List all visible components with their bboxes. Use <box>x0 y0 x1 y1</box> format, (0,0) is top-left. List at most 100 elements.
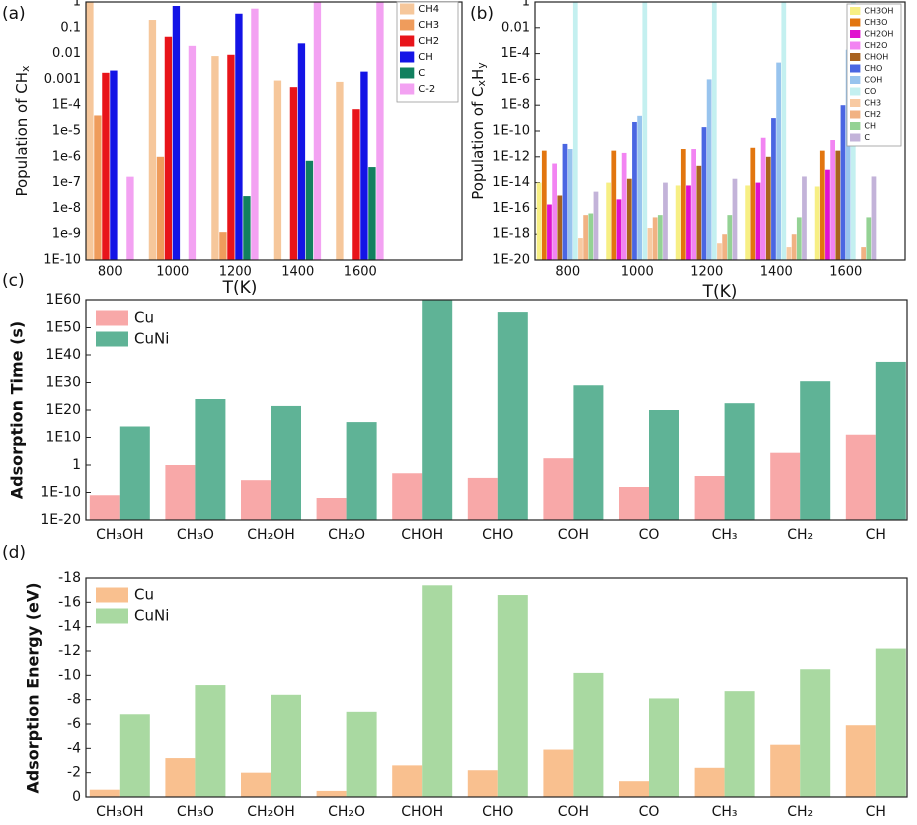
bar <box>800 381 831 520</box>
bar <box>760 137 766 260</box>
y-tick-label: 1E10 <box>45 430 81 446</box>
legend-label: CH4 <box>418 4 439 15</box>
y-tick-label: -8 <box>67 692 81 708</box>
bar <box>696 165 702 260</box>
x-tick-label: 1400 <box>760 265 793 280</box>
x-tick-label: 1200 <box>690 265 723 280</box>
y-tick-label: 0.01 <box>52 46 81 61</box>
x-axis-label: T(K) <box>222 278 258 298</box>
bar <box>541 150 547 260</box>
y-axis-label-part: Population of C <box>469 87 487 200</box>
legend-label: CH3O <box>864 18 887 27</box>
legend-label: CHO <box>864 64 882 73</box>
legend-label: Cu <box>134 586 154 604</box>
panel: (d) 0 -2 -4 -6 -8 -10 -12 -14 -16 -18 CH₃OH CH₃O CH₂O… <box>2 543 908 820</box>
bar <box>819 150 825 260</box>
y-tick-label: 1E30 <box>45 375 81 391</box>
x-tick-label: 800 <box>98 265 123 280</box>
bar <box>573 385 604 520</box>
bar <box>781 2 787 260</box>
x-tick-label: CH₃OH <box>96 527 143 543</box>
legend-swatch <box>96 608 128 624</box>
bar <box>802 176 807 260</box>
x-tick-label: CH₂OH <box>247 527 294 543</box>
x-tick-label: CH₃ <box>712 804 738 820</box>
legend-swatch <box>96 587 128 603</box>
bar <box>119 426 150 520</box>
bar <box>110 70 118 261</box>
panel-label: (c) <box>2 271 25 291</box>
bar <box>467 770 498 797</box>
x-tick-label: COH <box>558 804 589 820</box>
bar <box>745 185 751 260</box>
bar <box>875 361 906 520</box>
legend-swatch <box>850 53 861 61</box>
bar <box>845 725 876 797</box>
y-tick-label: 0.1 <box>60 20 81 35</box>
legend-label: CuNi <box>134 330 169 348</box>
y-tick-label: -4 <box>67 740 81 756</box>
bar <box>830 140 836 260</box>
legend-swatch <box>850 41 861 50</box>
bar <box>732 178 738 260</box>
bar <box>422 585 453 797</box>
x-tick-label: 800 <box>555 265 580 280</box>
bar <box>360 71 368 260</box>
y-tick-label: 1E60 <box>45 292 81 308</box>
bar <box>621 152 627 260</box>
x-tick-label: CH₂ <box>787 527 813 543</box>
y-tick-label: -2 <box>67 765 81 781</box>
bar <box>578 238 583 260</box>
panel: (b) 1E-20 1E-18 1E-16 1E-14 1E-12 1E-10 1E-8 1E-… <box>469 0 906 302</box>
legend-swatch <box>850 87 861 96</box>
y-tick-label: -16 <box>58 594 81 610</box>
y-tick-label: 1e-8 <box>52 201 81 216</box>
bar <box>771 118 776 260</box>
y-tick-label: 1E40 <box>45 347 81 363</box>
bar <box>694 476 725 520</box>
bar <box>649 410 679 520</box>
x-tick-label: CH₂ <box>787 804 813 820</box>
panel-label: (a) <box>2 4 26 24</box>
y-axis-label-part: x <box>475 80 488 87</box>
bar <box>642 2 648 260</box>
x-tick-label: COH <box>558 527 589 543</box>
bar <box>706 79 712 261</box>
plot-frame <box>85 577 908 798</box>
bar <box>422 300 453 520</box>
legend-swatch <box>400 83 415 95</box>
bar <box>562 143 568 260</box>
bar <box>289 87 298 261</box>
bar <box>165 758 196 797</box>
bar <box>352 109 360 260</box>
bar <box>606 182 612 260</box>
y-tick-label: 1e-9 <box>52 227 81 242</box>
y-tick-label: 1E-10 <box>40 485 81 501</box>
bar <box>497 595 528 797</box>
y-tick-label: 1E-6 <box>501 72 530 87</box>
bar <box>611 150 617 260</box>
bar <box>722 234 728 260</box>
bar <box>572 2 578 260</box>
legend-swatch <box>850 30 861 38</box>
bar <box>845 434 876 520</box>
y-tick-label: -10 <box>58 667 81 683</box>
bar <box>701 127 707 260</box>
bar <box>392 473 423 520</box>
bar <box>717 243 722 260</box>
bar <box>376 2 384 260</box>
bar <box>211 56 219 260</box>
panel: (c) 1E-20 1E-10 1 1E10 1E20 1E30 1E40 1E50 1E60 CH… <box>2 271 908 543</box>
bar <box>663 182 668 260</box>
y-tick-label: 1 <box>72 457 81 473</box>
x-axis-label: T(K) <box>702 282 738 302</box>
x-tick-label: CH₃O <box>177 527 214 543</box>
bar <box>626 178 632 260</box>
bar <box>765 156 771 260</box>
legend-label: CH3 <box>418 20 439 31</box>
plot-frame <box>85 299 908 521</box>
y-axis-label-part: Population of CH <box>13 72 31 197</box>
y-tick-label: 1E-10 <box>492 124 530 139</box>
x-tick-label: CHO <box>482 527 513 543</box>
